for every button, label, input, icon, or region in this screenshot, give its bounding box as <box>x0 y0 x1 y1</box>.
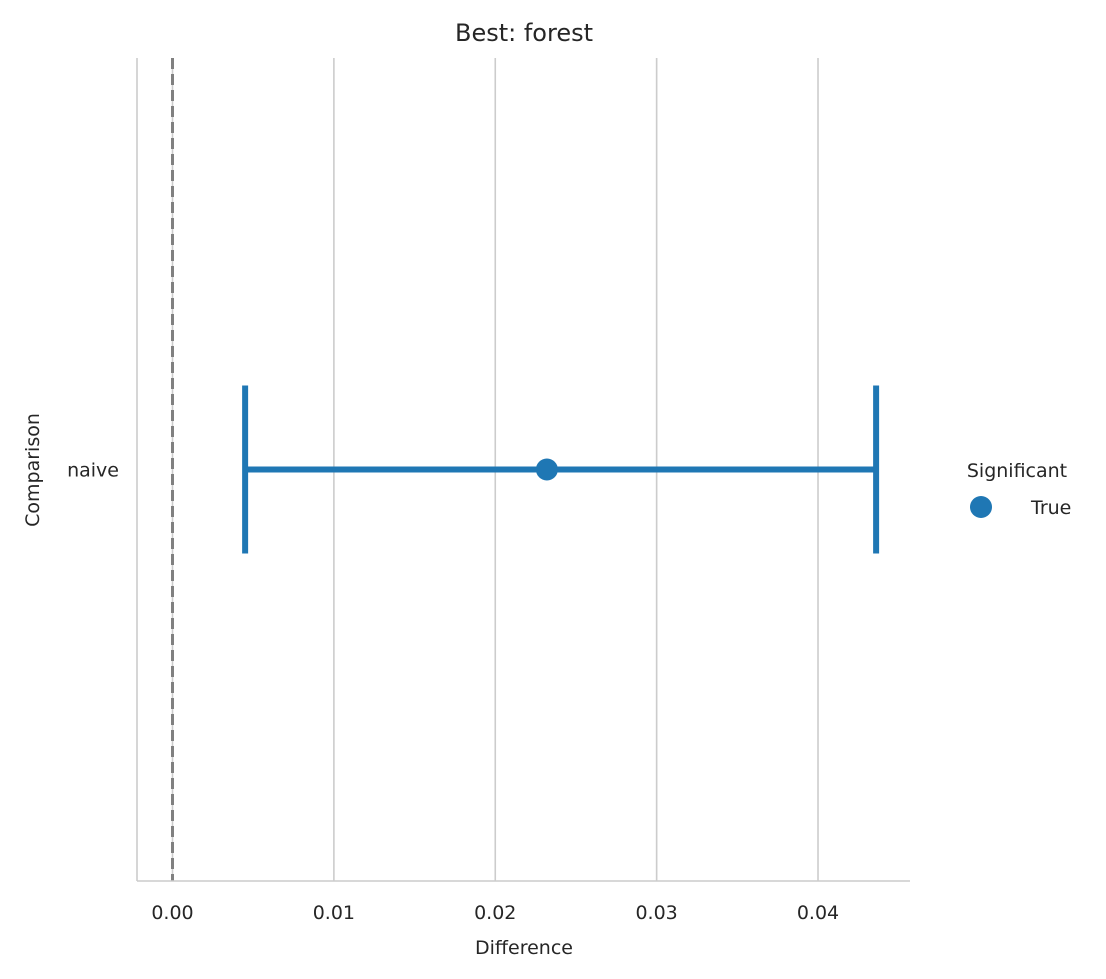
legend-title: Significant <box>967 460 1067 482</box>
data-marks <box>242 385 880 554</box>
x-axis-label: Difference <box>475 937 573 959</box>
x-tick-labels: 0.00 0.01 0.02 0.03 0.04 <box>151 902 839 924</box>
y-tick-label: naive <box>67 460 119 482</box>
legend: Significant True <box>967 460 1072 519</box>
legend-marker <box>970 496 992 518</box>
x-tick-label: 0.00 <box>151 902 193 924</box>
x-tick-label: 0.02 <box>474 902 516 924</box>
chart-title: Best: forest <box>455 19 593 47</box>
x-tick-label: 0.04 <box>797 902 839 924</box>
legend-entry-label: True <box>1030 497 1071 519</box>
point-estimate <box>535 458 558 481</box>
y-axis-label: Comparison <box>22 413 44 527</box>
x-tick-label: 0.01 <box>313 902 355 924</box>
x-tick-label: 0.03 <box>635 902 677 924</box>
y-tick-labels: naive <box>67 460 119 482</box>
